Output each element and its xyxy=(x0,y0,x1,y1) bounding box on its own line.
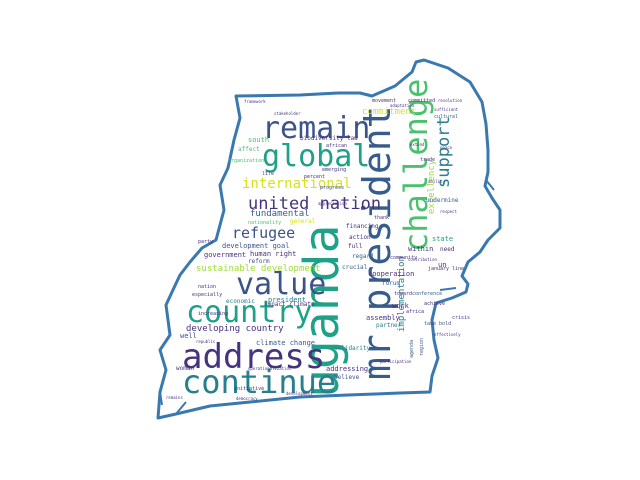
word-believe: believe xyxy=(334,374,360,381)
word-movement: movement xyxy=(372,98,397,104)
word-addressing: addressing xyxy=(326,365,369,373)
word-value: value xyxy=(236,267,327,302)
word-address: address xyxy=(182,337,326,377)
word-excellency: excellency xyxy=(427,159,437,214)
word-financing: financing xyxy=(346,223,379,230)
word-country: country xyxy=(186,295,313,330)
word-africa: africa xyxy=(406,309,425,315)
word-percent: percent xyxy=(304,174,326,180)
word-partner: partner xyxy=(376,322,402,329)
word-republic: republic xyxy=(196,339,216,344)
word-well: well xyxy=(180,332,197,340)
word-climate-change: climate change xyxy=(256,339,316,347)
word-appreciation: appreciation xyxy=(318,201,347,206)
word-within: within xyxy=(408,245,434,253)
word-global: global xyxy=(262,139,371,174)
word-biodiversity-law: biodiversity law xyxy=(300,135,358,142)
word-international: international xyxy=(242,176,352,192)
word-effectively: effectively xyxy=(434,332,461,337)
word-adaptation: adaptation xyxy=(390,103,415,108)
word-continue: continue xyxy=(182,363,337,401)
word-democracy: democracy xyxy=(236,396,258,401)
word-nationality: nationality xyxy=(248,220,282,226)
word-increasing: increasing xyxy=(198,311,229,317)
word-crisis: crisis xyxy=(452,315,471,321)
word-nation: nation xyxy=(198,284,217,290)
uganda-border xyxy=(156,58,502,420)
word-need: need xyxy=(440,246,455,253)
word-affect: affect xyxy=(238,146,260,153)
word-reform: reform xyxy=(248,258,270,265)
word-development: development xyxy=(286,391,313,396)
word-progress: progress xyxy=(320,185,345,191)
word-economic: economic xyxy=(226,298,255,305)
word-commitment: commitment xyxy=(362,107,417,117)
word-contribution: contribution xyxy=(408,257,437,262)
word-full: full xyxy=(348,243,363,250)
word-cultural: cultural xyxy=(434,114,459,120)
word-government: government xyxy=(204,251,247,259)
word-respect: respect xyxy=(440,209,457,214)
word-fundamental: fundamental xyxy=(250,209,310,219)
word-south: south xyxy=(248,136,270,144)
word-support: support xyxy=(434,116,454,188)
word-framework: framework xyxy=(244,99,266,104)
word-work: work xyxy=(392,302,409,310)
word-january: january xyxy=(428,266,450,272)
word-solidarity: solidarity xyxy=(334,345,371,352)
word-president: president xyxy=(268,296,306,304)
word-community: community xyxy=(390,255,418,261)
word-sustainable-development: sustainable development xyxy=(196,264,321,274)
word-undermine: undermine xyxy=(426,197,459,204)
word-conference: conference xyxy=(412,291,443,297)
word-initiative: initiative xyxy=(234,386,265,392)
word-especially: especially xyxy=(192,292,223,298)
word-region: region xyxy=(419,337,425,356)
word-sufficient: sufficient xyxy=(434,107,459,112)
word-line: line xyxy=(452,266,465,272)
word-ability: ability xyxy=(428,179,445,184)
word-thank: thank xyxy=(374,215,390,221)
word-operationalization: operationalization xyxy=(248,366,292,371)
word-action: action xyxy=(349,234,371,241)
word-impact-climate: impact climate xyxy=(264,301,315,308)
word-toward: toward xyxy=(394,291,413,297)
word-assembly: assembly xyxy=(366,314,400,322)
word-extend: extend xyxy=(410,142,425,147)
word-crucial: crucial xyxy=(342,264,368,271)
word-united-nation: united nation xyxy=(248,194,382,214)
word-regard: regard xyxy=(352,253,374,260)
word-peace: peace xyxy=(440,145,453,150)
word-development-goal: development goal xyxy=(222,242,290,250)
word-achieve: achieve xyxy=(424,301,446,307)
word-participation: participation xyxy=(380,359,412,364)
word-remains: remains xyxy=(166,395,183,400)
word-human-right: human right xyxy=(250,250,297,258)
word-cooperation: cooperation xyxy=(368,270,415,278)
word-general: general xyxy=(290,218,316,225)
border-detail xyxy=(159,179,495,415)
word-party: party xyxy=(198,239,214,245)
word-un: un xyxy=(438,261,447,269)
word-woman: woman xyxy=(176,365,195,372)
word-emerging: emerging xyxy=(322,167,347,173)
word-resolution: resolution xyxy=(438,98,463,103)
word-take-bold: take bold xyxy=(424,321,452,327)
word-remain: remain xyxy=(262,111,371,146)
word-state: state xyxy=(432,235,454,243)
word-refugee: refugee xyxy=(232,224,296,242)
word-forum: forum xyxy=(382,280,401,287)
word-agenda: agenda xyxy=(409,339,415,358)
word-trade: trade xyxy=(420,157,436,163)
word-life: life xyxy=(262,171,275,177)
word-stakeholder: stakeholder xyxy=(274,111,301,116)
word-african: african xyxy=(326,143,348,149)
word-developing-country: developing country xyxy=(186,324,284,334)
word-committed: committed xyxy=(408,98,436,104)
word-organization: organization xyxy=(228,158,265,164)
